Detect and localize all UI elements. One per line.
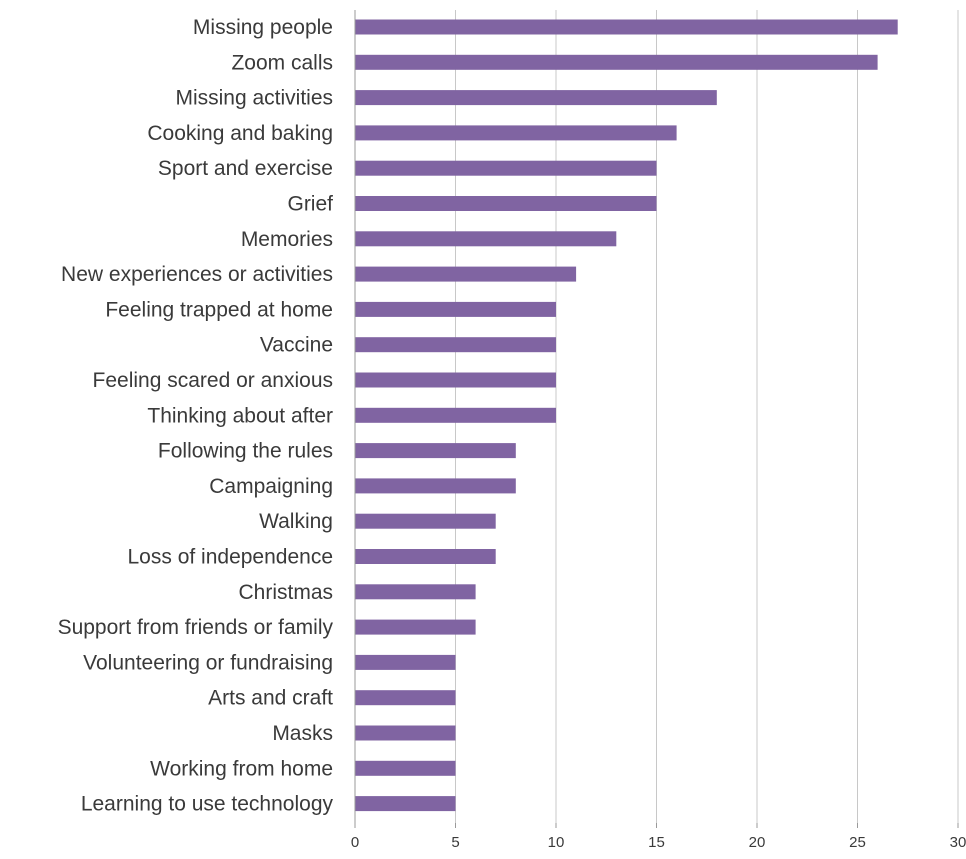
category-label: Zoom calls xyxy=(231,51,333,74)
category-label: Masks xyxy=(272,722,333,745)
category-label: Grief xyxy=(287,193,333,216)
x-tick-label: 10 xyxy=(548,834,565,851)
x-axis: 0 5 10 15 20 25 30 xyxy=(351,10,966,851)
x-tick-label: 5 xyxy=(451,834,459,851)
category-label: Learning to use technology xyxy=(81,793,334,816)
bar xyxy=(355,19,898,35)
bar xyxy=(355,796,456,812)
bar xyxy=(355,231,617,247)
x-tick-label: 0 xyxy=(351,834,359,851)
category-label: New experiences or activities xyxy=(61,263,333,286)
category-label: Support from friends or family xyxy=(58,616,334,639)
gridlines xyxy=(455,10,959,823)
bar xyxy=(355,619,476,635)
category-label: Missing activities xyxy=(175,87,333,110)
bar xyxy=(355,549,496,564)
bar xyxy=(355,160,657,176)
bar xyxy=(355,407,556,423)
bar xyxy=(355,760,456,776)
category-label: Vaccine xyxy=(260,334,333,357)
bar xyxy=(355,584,476,600)
bars xyxy=(355,19,898,812)
bar xyxy=(355,337,556,353)
bar xyxy=(355,513,496,529)
category-label: Walking xyxy=(259,510,333,533)
bar xyxy=(355,54,878,70)
bar xyxy=(355,125,677,141)
x-tick-label: 30 xyxy=(950,834,966,851)
x-tick-label: 15 xyxy=(648,834,665,851)
category-label: Loss of independence xyxy=(128,546,334,569)
bar xyxy=(355,90,717,106)
bar xyxy=(355,196,657,211)
bar xyxy=(355,372,556,388)
category-label: Feeling scared or anxious xyxy=(93,369,333,392)
category-label: Following the rules xyxy=(158,440,333,463)
category-label: Cooking and baking xyxy=(147,122,333,145)
category-labels: Missing people Zoom calls Missing activiti… xyxy=(58,16,334,816)
category-label: Volunteering or fundraising xyxy=(83,651,333,674)
category-label: Thinking about after xyxy=(147,404,333,427)
category-label: Campaigning xyxy=(209,475,333,498)
bar xyxy=(355,725,456,741)
bar xyxy=(355,690,456,706)
category-label: Working from home xyxy=(150,757,333,780)
bar xyxy=(355,266,577,282)
category-label: Missing people xyxy=(193,16,333,39)
category-label: Memories xyxy=(241,228,333,251)
bar xyxy=(355,654,456,670)
category-label: Sport and exercise xyxy=(158,157,333,180)
category-label: Arts and craft xyxy=(208,687,333,710)
bar xyxy=(355,301,556,317)
category-label: Feeling trapped at home xyxy=(105,298,333,321)
category-label: Christmas xyxy=(238,581,333,604)
bar xyxy=(355,443,516,459)
bar xyxy=(355,478,516,494)
x-tick-label: 20 xyxy=(749,834,766,851)
x-tick-label: 25 xyxy=(849,834,866,851)
